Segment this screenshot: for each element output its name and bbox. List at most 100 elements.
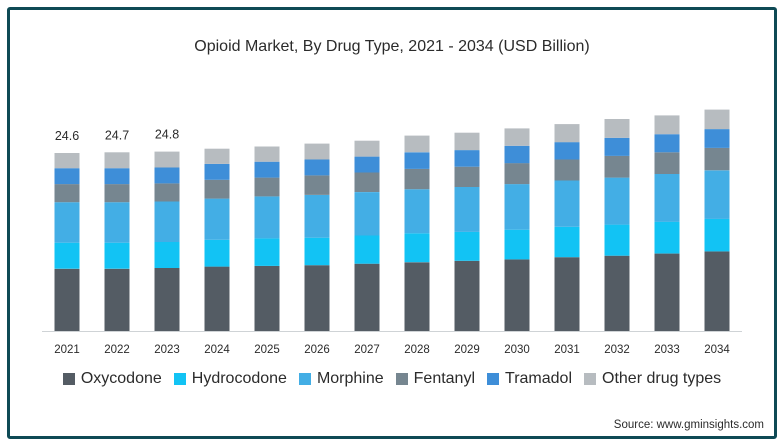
x-tick-label-2030: 2030 bbox=[504, 344, 530, 356]
source-note: Source: www.gminsights.com bbox=[613, 419, 764, 431]
bar-fentanyl-2024 bbox=[204, 179, 230, 199]
total-label-2022: 24.7 bbox=[105, 128, 129, 142]
bar-morphine-2024 bbox=[204, 198, 230, 240]
bar-oxycodone-2028 bbox=[404, 262, 430, 331]
bar-other-drug-types-2026 bbox=[304, 143, 330, 160]
bar-fentanyl-2027 bbox=[354, 172, 380, 192]
bar-other-drug-types-2029 bbox=[454, 132, 480, 151]
bar-stack-2027 bbox=[354, 140, 380, 331]
x-tick-label-2026: 2026 bbox=[304, 344, 330, 356]
bar-hydrocodone-2031 bbox=[554, 226, 580, 258]
bar-other-drug-types-2021 bbox=[54, 153, 80, 169]
bar-hydrocodone-2027 bbox=[354, 235, 380, 264]
bar-tramadol-2031 bbox=[554, 142, 580, 160]
bar-fentanyl-2033 bbox=[654, 152, 680, 174]
bar-tramadol-2032 bbox=[604, 137, 630, 156]
chart-title: Opioid Market, By Drug Type, 2021 - 2034… bbox=[194, 38, 590, 55]
bar-oxycodone-2023 bbox=[154, 268, 180, 331]
bar-morphine-2030 bbox=[504, 184, 530, 230]
bar-morphine-2029 bbox=[454, 187, 480, 232]
bar-other-drug-types-2034 bbox=[704, 109, 730, 130]
bar-hydrocodone-2021 bbox=[54, 242, 80, 269]
bar-stack-2031 bbox=[554, 124, 580, 331]
x-tick-label-2027: 2027 bbox=[354, 344, 380, 356]
bar-other-drug-types-2025 bbox=[254, 146, 280, 162]
bar-stack-2033 bbox=[654, 115, 680, 331]
bar-hydrocodone-2022 bbox=[104, 242, 130, 269]
legend-item-fentanyl: Fentanyl bbox=[395, 370, 476, 388]
bar-stack-2024 bbox=[204, 148, 230, 331]
bar-fentanyl-2032 bbox=[604, 155, 630, 178]
legend-swatch-morphine bbox=[298, 373, 311, 385]
bar-tramadol-2029 bbox=[454, 150, 480, 167]
bar-hydrocodone-2026 bbox=[304, 237, 330, 266]
bar-oxycodone-2034 bbox=[704, 251, 730, 331]
x-tick-label-2021: 2021 bbox=[54, 344, 80, 356]
bar-other-drug-types-2030 bbox=[504, 128, 530, 146]
x-tick-label-2034: 2034 bbox=[704, 344, 730, 356]
bar-stack-2029 bbox=[454, 132, 480, 331]
bar-stack-2030 bbox=[504, 128, 530, 331]
bar-fentanyl-2025 bbox=[254, 177, 280, 197]
legend-label-oxycodone: Oxycodone bbox=[80, 370, 162, 387]
bar-tramadol-2024 bbox=[204, 163, 230, 180]
legend-swatch-oxycodone bbox=[62, 373, 75, 385]
bar-oxycodone-2033 bbox=[654, 253, 680, 331]
bar-morphine-2028 bbox=[404, 189, 430, 234]
x-tick-label-2025: 2025 bbox=[254, 344, 280, 356]
bar-fentanyl-2029 bbox=[454, 166, 480, 187]
chart-frame bbox=[7, 7, 777, 439]
legend-label-hydrocodone: Hydrocodone bbox=[191, 370, 287, 387]
bar-morphine-2031 bbox=[554, 180, 580, 227]
bar-other-drug-types-2028 bbox=[404, 135, 430, 153]
bar-oxycodone-2031 bbox=[554, 257, 580, 331]
legend-label-fentanyl: Fentanyl bbox=[413, 370, 476, 387]
bar-tramadol-2023 bbox=[154, 167, 180, 184]
bar-tramadol-2021 bbox=[54, 168, 80, 185]
bar-oxycodone-2024 bbox=[204, 266, 230, 331]
bar-fentanyl-2028 bbox=[404, 168, 430, 190]
bar-stack-2021 bbox=[54, 153, 80, 331]
bar-hydrocodone-2025 bbox=[254, 238, 280, 266]
legend-swatch-tramadol bbox=[487, 373, 500, 385]
legend-item-morphine: Morphine bbox=[298, 370, 384, 388]
legend-item-other-drug-types: Other drug types bbox=[584, 370, 721, 388]
total-label-2023: 24.8 bbox=[155, 128, 179, 142]
legend-swatch-other-drug-types bbox=[584, 373, 596, 385]
bar-stack-2026 bbox=[304, 143, 330, 331]
bar-oxycodone-2026 bbox=[304, 265, 330, 331]
bar-tramadol-2025 bbox=[254, 161, 280, 178]
bar-fentanyl-2026 bbox=[304, 175, 330, 195]
bar-morphine-2026 bbox=[304, 195, 330, 238]
legend-swatch-fentanyl bbox=[395, 373, 408, 385]
bar-other-drug-types-2032 bbox=[604, 119, 630, 138]
bar-fentanyl-2034 bbox=[704, 147, 730, 171]
x-tick-label-2032: 2032 bbox=[604, 344, 630, 356]
legend-label-tramadol: Tramadol bbox=[505, 370, 572, 387]
bar-hydrocodone-2033 bbox=[654, 221, 680, 254]
bar-tramadol-2033 bbox=[654, 134, 680, 153]
x-tick-label-2024: 2024 bbox=[204, 344, 230, 356]
bar-other-drug-types-2031 bbox=[554, 124, 580, 143]
bar-tramadol-2028 bbox=[404, 152, 430, 169]
bar-fentanyl-2031 bbox=[554, 159, 580, 181]
bar-stack-2032 bbox=[604, 119, 630, 331]
legend-item-tramadol: Tramadol bbox=[487, 370, 572, 388]
bar-hydrocodone-2024 bbox=[204, 239, 230, 267]
bar-oxycodone-2027 bbox=[354, 263, 380, 331]
bar-tramadol-2027 bbox=[354, 156, 380, 173]
legend-label-morphine: Morphine bbox=[316, 370, 384, 387]
bar-fentanyl-2030 bbox=[504, 163, 530, 185]
bar-other-drug-types-2022 bbox=[104, 152, 130, 169]
bar-oxycodone-2030 bbox=[504, 259, 530, 331]
legend-item-hydrocodone: Hydrocodone bbox=[173, 370, 287, 388]
bar-hydrocodone-2034 bbox=[704, 218, 730, 252]
bar-oxycodone-2021 bbox=[54, 268, 80, 331]
bar-hydrocodone-2029 bbox=[454, 231, 480, 261]
bar-hydrocodone-2032 bbox=[604, 224, 630, 256]
bar-fentanyl-2023 bbox=[154, 183, 180, 202]
bar-other-drug-types-2027 bbox=[354, 140, 380, 157]
legend-label-other-drug-types: Other drug types bbox=[602, 370, 722, 387]
bar-tramadol-2026 bbox=[304, 159, 330, 176]
